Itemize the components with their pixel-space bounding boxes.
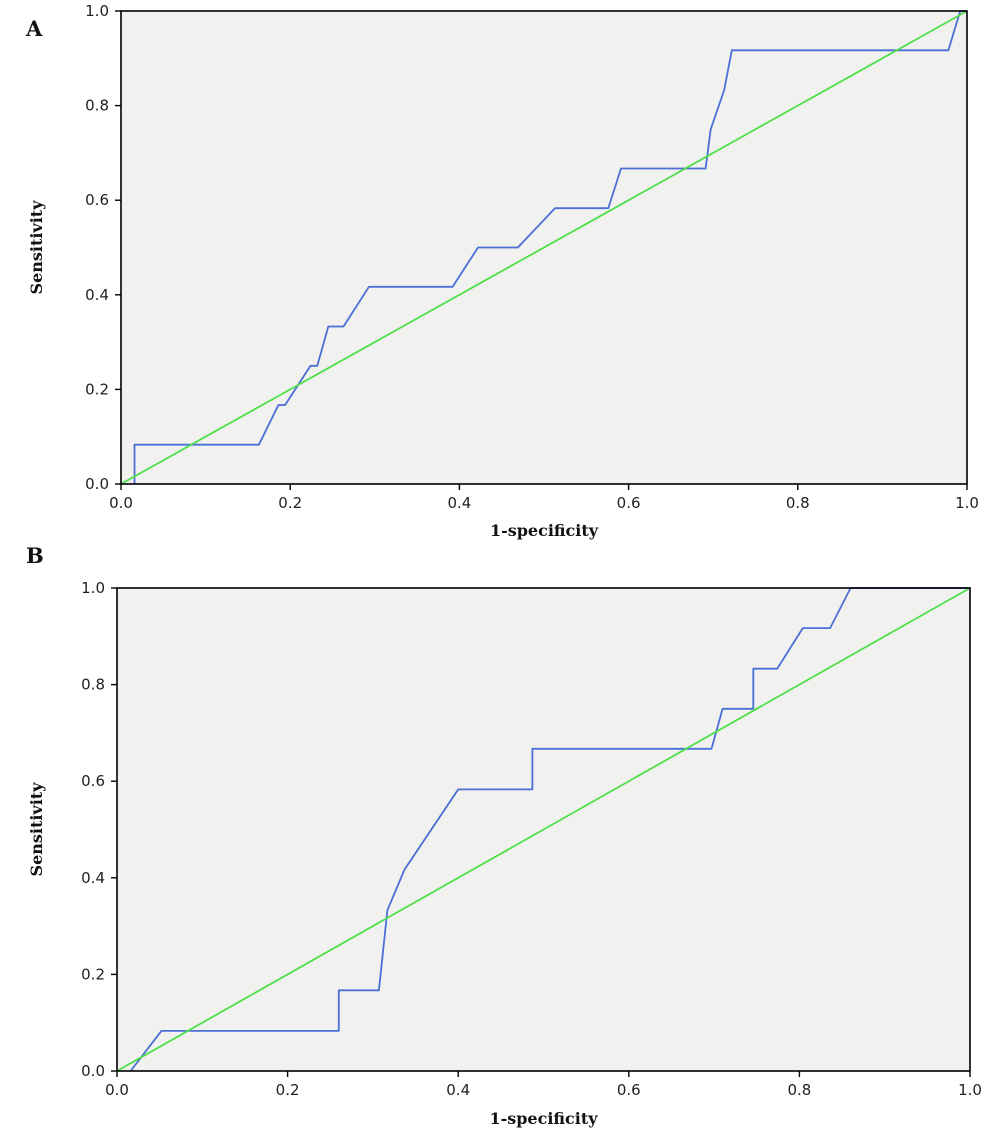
y-tick-label: 0.8 — [85, 97, 109, 115]
x-tick-label: 0.0 — [105, 1081, 129, 1099]
roc-panel-a: A 0.0 0.2 0.4 0.6 0.8 1.0 0.0 0.2 0.4 0.6 0.8 1.0 1-s… — [25, 2, 979, 540]
roc-curve — [129, 587, 970, 1072]
x-tick-label: 0.2 — [276, 1081, 300, 1099]
x-axis-title: 1-specificity — [489, 1109, 598, 1128]
panel-label: B — [26, 543, 44, 568]
x-tick-label: 1.0 — [958, 1081, 982, 1099]
x-axis-title: 1-specificity — [490, 521, 599, 540]
panel-label: A — [25, 16, 43, 41]
y-axis-title: Sensitivity — [27, 782, 46, 877]
x-tick-label: 0.4 — [446, 1081, 470, 1099]
x-tick-label: 1.0 — [955, 494, 979, 512]
roc-curve — [133, 10, 967, 484]
reference-diagonal — [120, 10, 968, 485]
reference-diagonal — [116, 587, 971, 1072]
y-axis-title: Sensitivity — [27, 200, 46, 295]
x-tick-label: 0.6 — [617, 494, 641, 512]
plot-frame — [116, 587, 971, 1072]
y-tick-label: 0.6 — [85, 191, 109, 209]
y-tick-label: 0.2 — [81, 965, 105, 983]
y-tick-label: 0.4 — [81, 869, 105, 887]
plot-frame — [120, 10, 968, 485]
x-tick-label: 0.8 — [786, 494, 810, 512]
x-tick-label: 0.0 — [109, 494, 133, 512]
x-tick-label: 0.8 — [787, 1081, 811, 1099]
x-tick-label: 0.6 — [617, 1081, 641, 1099]
y-tick-label: 1.0 — [85, 2, 109, 20]
x-tick-label: 0.2 — [278, 494, 302, 512]
y-tick-label: 0.0 — [85, 475, 109, 493]
y-tick-label: 0.4 — [85, 286, 109, 304]
y-tick-label: 0.2 — [85, 380, 109, 398]
y-tick-label: 0.0 — [81, 1062, 105, 1080]
x-tick-label: 0.4 — [447, 494, 471, 512]
y-tick-label: 0.6 — [81, 772, 105, 790]
y-tick-label: 1.0 — [81, 579, 105, 597]
roc-panel-b: B 0.0 0.2 0.4 0.6 0.8 1.0 0.0 0.2 0.4 0.6 0.8 1.0 1-s… — [26, 543, 982, 1128]
y-tick-label: 0.8 — [81, 676, 105, 694]
